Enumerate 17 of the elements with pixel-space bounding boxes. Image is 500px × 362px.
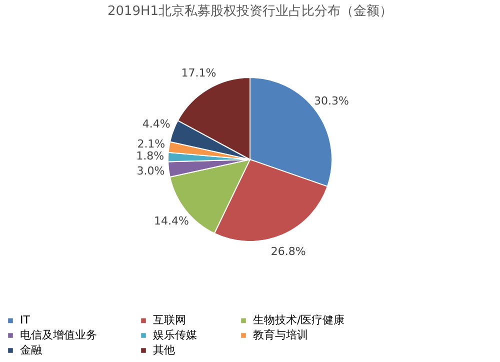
data-label: 26.8% (270, 244, 306, 258)
legend-label: 互联网 (153, 314, 186, 327)
chart-title: 2019H1北京私募股权投资行业占比分布（金额） (107, 4, 393, 19)
data-label: 1.8% (136, 150, 164, 163)
data-label: 3.0% (136, 164, 165, 178)
legend-label: 其他 (153, 344, 175, 356)
legend-label: 金融 (20, 344, 42, 356)
legend-label: 娱乐传媒 (153, 328, 197, 342)
legend-label: 教育与培训 (253, 328, 308, 342)
legend-label: IT (20, 314, 30, 327)
data-label: 4.4% (142, 118, 170, 131)
data-label: 30.3% (314, 94, 349, 108)
legend-label: 生物技术/医疗健康 (253, 314, 345, 327)
data-label: 17.1% (181, 66, 216, 80)
data-label: 14.4% (154, 214, 189, 228)
data-label: 2.1% (137, 137, 166, 150)
legend-label: 电信及增值业务 (20, 328, 97, 342)
